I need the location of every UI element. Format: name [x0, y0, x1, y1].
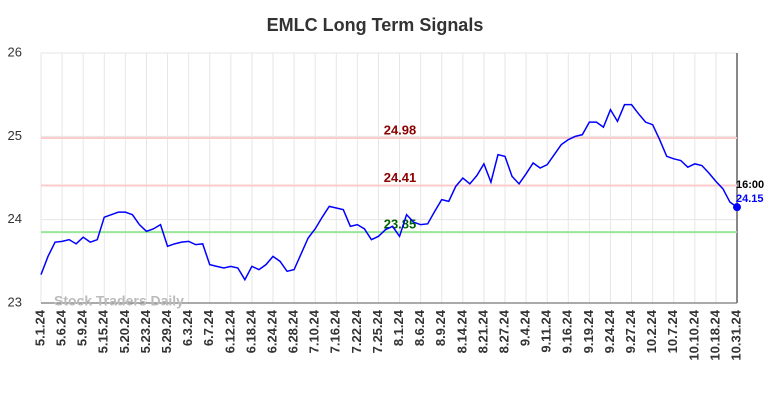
x-tick-label: 9.16.24 — [560, 309, 575, 353]
x-tick-label: 10.31.24 — [728, 309, 743, 360]
x-tick-label: 8.14.24 — [454, 309, 469, 353]
x-tick-label: 5.20.24 — [117, 309, 132, 353]
x-tick-label: 5.29.24 — [159, 309, 174, 353]
price-line — [40, 103, 738, 282]
x-tick-label: 10.7.24 — [665, 309, 680, 353]
y-tick-label: 26 — [8, 44, 22, 59]
reference-label: 23.85 — [384, 217, 417, 232]
y-tick-label: 23 — [8, 294, 22, 309]
x-tick-label: 8.9.24 — [433, 309, 448, 346]
x-tick-label: 7.10.24 — [307, 309, 322, 353]
y-tick-label: 24 — [8, 211, 22, 226]
x-tick-label: 7.25.24 — [370, 309, 385, 353]
x-tick-label: 7.16.24 — [328, 309, 343, 353]
last-point — [733, 203, 741, 212]
chart-title: EMLC Long Term Signals — [267, 15, 484, 35]
x-tick-label: 9.4.24 — [518, 309, 533, 346]
x-tick-label: 9.27.24 — [623, 309, 638, 353]
x-tick-label: 5.6.24 — [54, 309, 69, 346]
x-tick-label: 5.23.24 — [138, 309, 153, 353]
x-tick-label: 10.2.24 — [644, 309, 659, 353]
x-tick-label: 6.7.24 — [201, 309, 216, 346]
reference-label: 24.98 — [384, 122, 417, 137]
x-tick-label: 6.3.24 — [180, 309, 195, 346]
last-value: 24.15 — [736, 193, 764, 205]
x-tick-label: 6.18.24 — [243, 309, 258, 353]
x-tick-label: 9.24.24 — [602, 309, 617, 353]
reference-label: 24.41 — [384, 170, 417, 185]
x-tick-label: 8.27.24 — [496, 309, 511, 353]
last-time: 16:00 — [736, 179, 764, 191]
x-tick-label: 5.15.24 — [96, 309, 111, 353]
x-tick-label: 10.18.24 — [707, 309, 722, 360]
x-tick-label: 8.1.24 — [391, 309, 406, 346]
x-tick-label: 8.21.24 — [475, 309, 490, 353]
watermark: Stock Traders Daily — [54, 293, 184, 309]
x-tick-label: 10.10.24 — [686, 309, 701, 360]
x-tick-label: 6.24.24 — [264, 309, 279, 353]
x-tick-label: 6.12.24 — [222, 309, 237, 353]
x-tick-label: 6.28.24 — [286, 309, 301, 353]
x-tick-label: 7.22.24 — [349, 309, 364, 353]
x-tick-label: 5.1.24 — [32, 309, 47, 346]
x-tick-label: 9.11.24 — [539, 309, 554, 352]
x-tick-label: 5.9.24 — [75, 309, 90, 346]
y-tick-label: 25 — [8, 128, 22, 143]
x-tick-label: 8.6.24 — [412, 309, 427, 346]
x-tick-label: 9.19.24 — [581, 309, 596, 353]
